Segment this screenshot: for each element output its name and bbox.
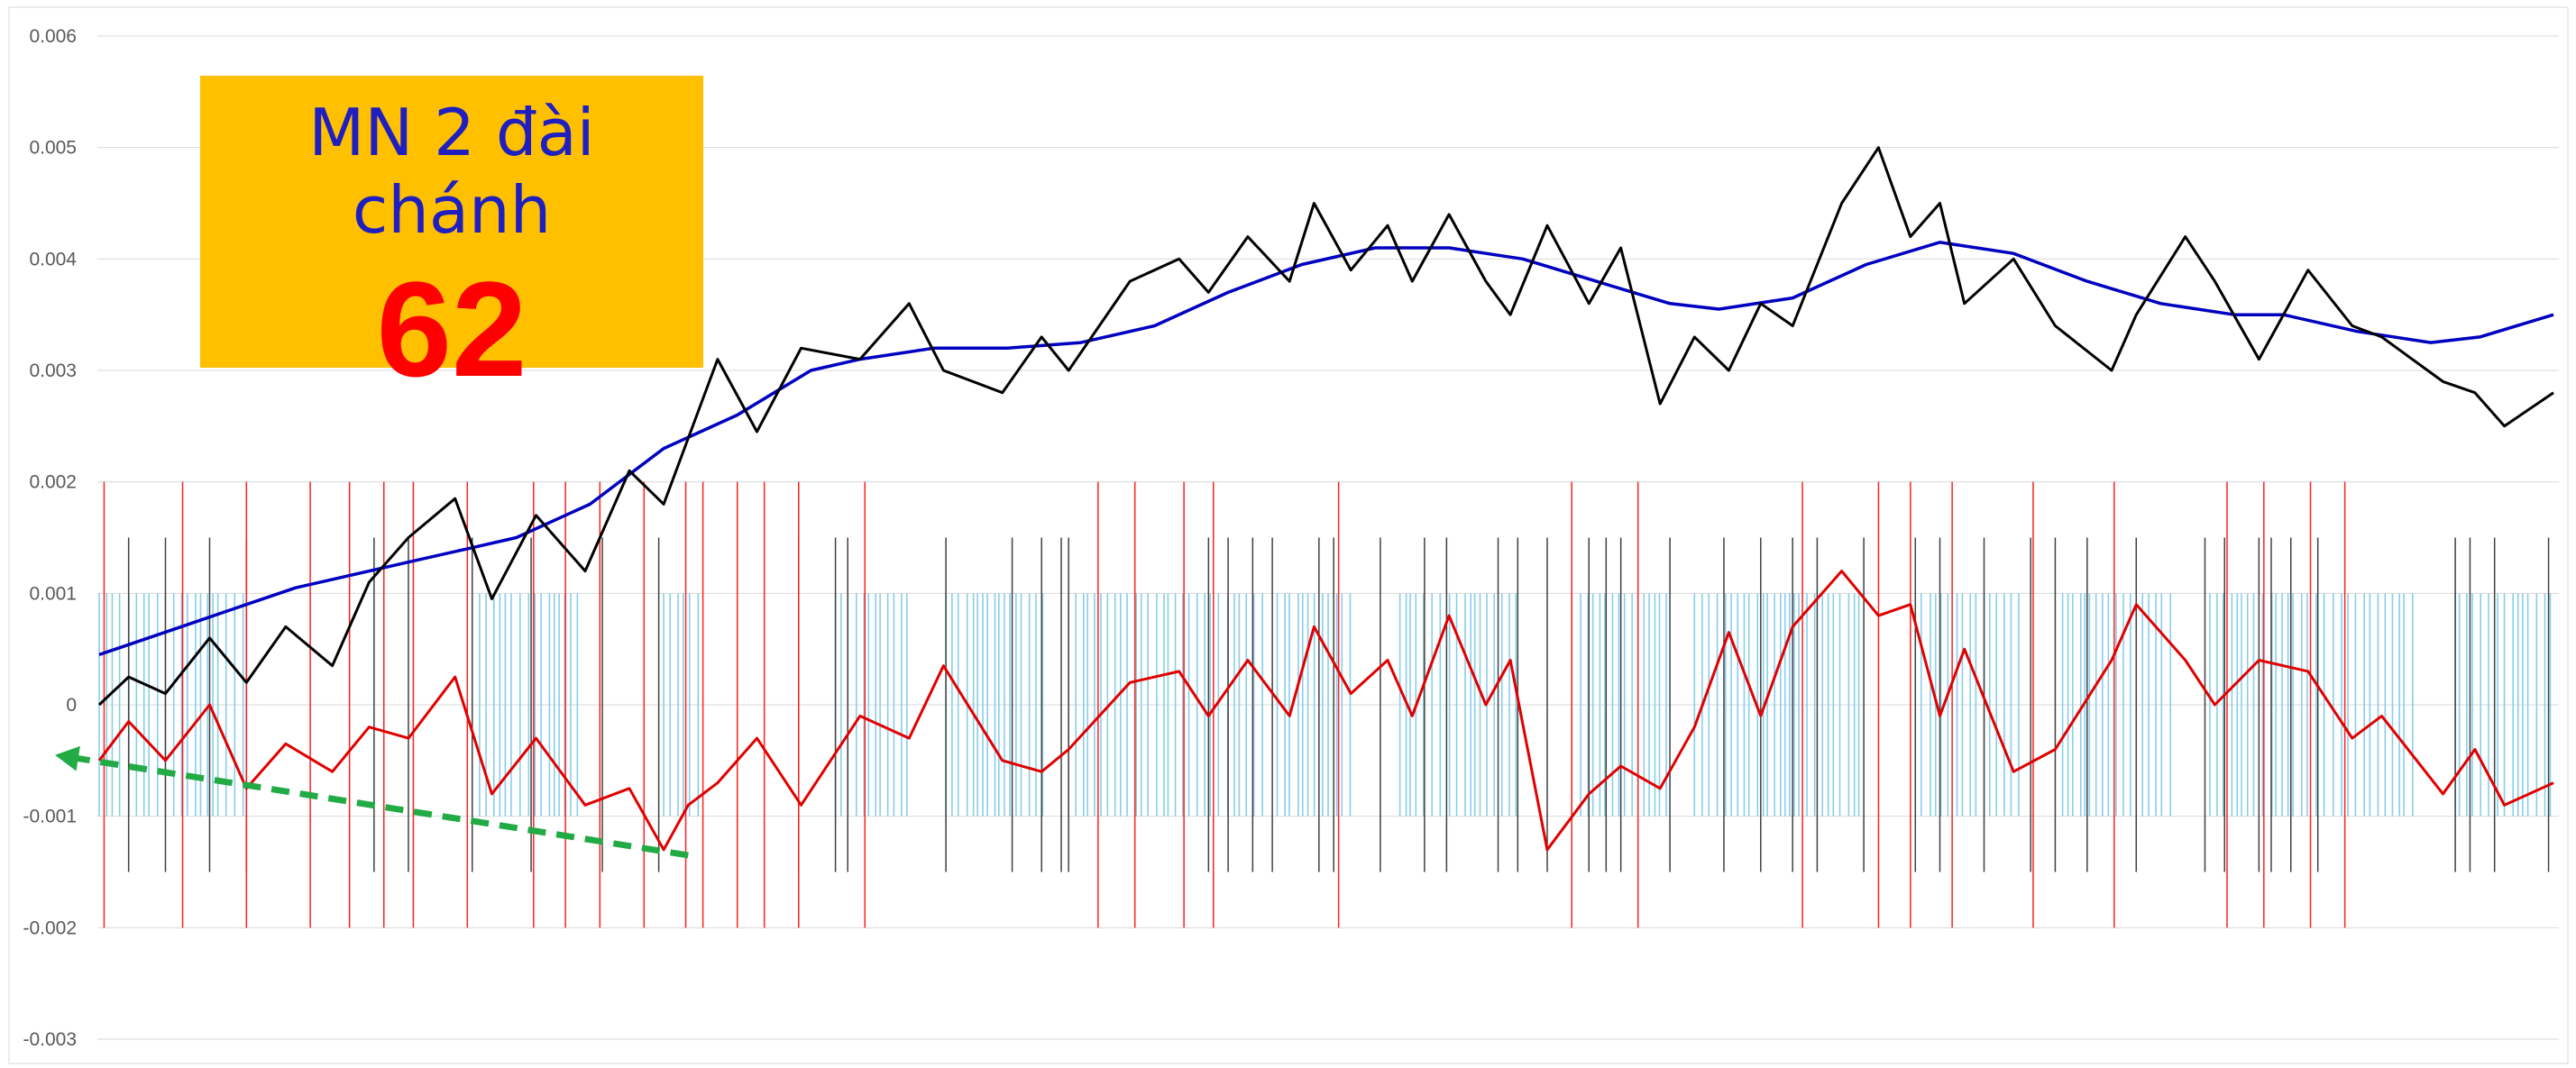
y-tick-label: -0.002 — [23, 917, 77, 938]
trend-arrow-head — [55, 745, 80, 771]
badge-number: 62 — [376, 252, 527, 405]
y-tick-label: 0.006 — [29, 26, 77, 47]
y-tick-label: 0.003 — [29, 361, 77, 381]
y-tick-label: -0.001 — [23, 807, 77, 827]
plot-border — [8, 6, 2569, 1064]
y-tick-label: 0.001 — [29, 583, 77, 604]
badge-title: MN 2 đài chánh — [308, 95, 595, 249]
y-tick-label: 0.005 — [29, 138, 77, 159]
red-series-line — [97, 570, 2554, 852]
trend-arrow-line — [72, 754, 689, 859]
y-tick-label: -0.003 — [23, 1029, 77, 1050]
y-tick-label: 0.002 — [29, 472, 77, 493]
y-tick-label: 0 — [66, 695, 77, 716]
title-badge: MN 2 đài chánh 62 — [200, 76, 703, 403]
blue-series-line — [98, 241, 2554, 657]
y-tick-label: 0.004 — [29, 249, 77, 269]
black-series-line — [97, 146, 2554, 707]
